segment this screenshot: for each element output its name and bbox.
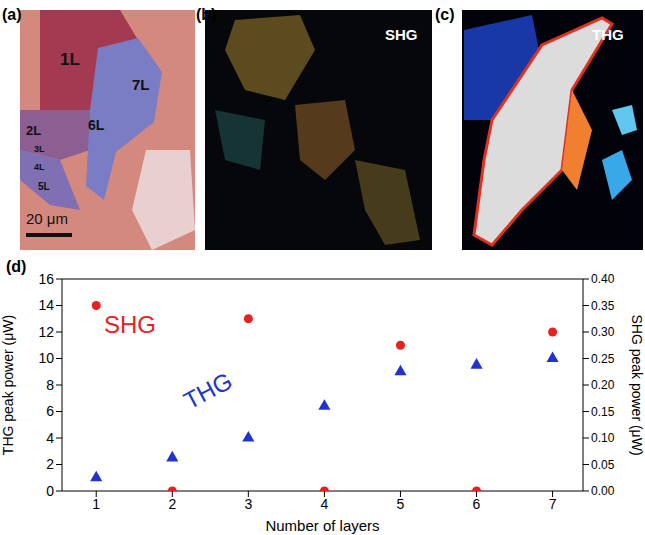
- svg-text:16: 16: [38, 271, 54, 287]
- svg-text:1: 1: [92, 496, 100, 512]
- svg-text:5L: 5L: [38, 181, 50, 192]
- svg-text:4: 4: [321, 496, 329, 512]
- svg-text:SHG peak power (μW): SHG peak power (μW): [629, 314, 645, 455]
- svg-text:7L: 7L: [132, 76, 150, 93]
- svg-text:4L: 4L: [34, 162, 45, 172]
- svg-text:2: 2: [46, 456, 54, 472]
- svg-text:20 μm: 20 μm: [26, 210, 68, 227]
- svg-text:0.15: 0.15: [591, 405, 615, 419]
- svg-text:6L: 6L: [88, 117, 105, 133]
- svg-text:1L: 1L: [60, 50, 80, 69]
- svg-text:0.20: 0.20: [591, 378, 615, 392]
- svg-text:3L: 3L: [34, 144, 45, 154]
- svg-text:Number of layers: Number of layers: [265, 517, 379, 534]
- svg-text:12: 12: [38, 324, 54, 340]
- svg-text:THG peak power (μW): THG peak power (μW): [0, 315, 16, 455]
- svg-text:0.10: 0.10: [591, 431, 615, 445]
- svg-text:SHG: SHG: [385, 26, 418, 43]
- svg-text:4: 4: [46, 430, 54, 446]
- svg-text:5: 5: [397, 496, 405, 512]
- svg-text:14: 14: [38, 297, 54, 313]
- svg-text:THG: THG: [592, 26, 624, 43]
- svg-text:0.30: 0.30: [591, 325, 615, 339]
- svg-text:(c): (c): [435, 6, 455, 23]
- svg-text:2: 2: [168, 496, 176, 512]
- html-text:(d): (d): [6, 258, 27, 275]
- svg-text:10: 10: [38, 350, 54, 366]
- html-text:THG: THG: [179, 366, 237, 415]
- svg-text:0.00: 0.00: [591, 484, 615, 498]
- svg-text:2L: 2L: [26, 123, 41, 138]
- svg-text:0.05: 0.05: [591, 458, 615, 472]
- svg-text:0.40: 0.40: [591, 272, 615, 286]
- svg-text:8: 8: [46, 377, 54, 393]
- html-text:SHG: SHG: [104, 311, 156, 338]
- svg-text:(b): (b): [196, 6, 216, 23]
- svg-text:6: 6: [46, 403, 54, 419]
- svg-text:6: 6: [473, 496, 481, 512]
- svg-text:0.35: 0.35: [591, 299, 615, 313]
- svg-text:0: 0: [46, 483, 54, 499]
- svg-text:(a): (a): [2, 6, 22, 23]
- svg-text:3: 3: [244, 496, 252, 512]
- svg-text:7: 7: [549, 496, 557, 512]
- svg-text:0.25: 0.25: [591, 352, 615, 366]
